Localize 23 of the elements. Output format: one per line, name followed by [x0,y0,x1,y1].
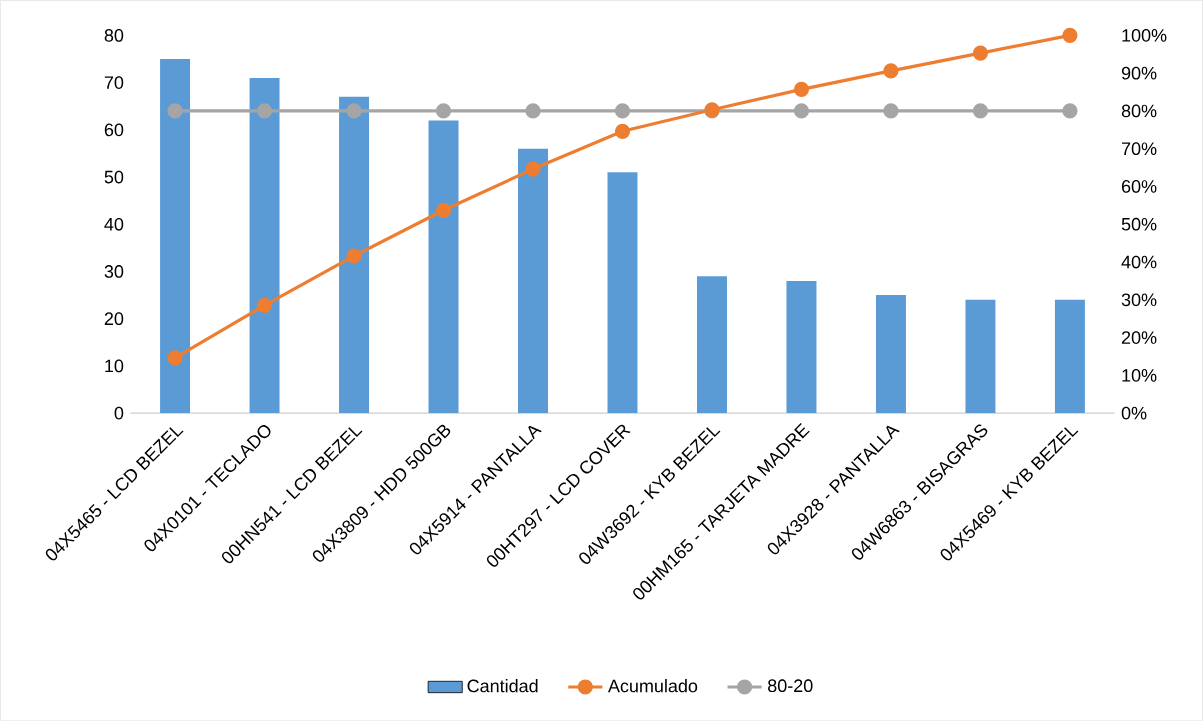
legend-label: Acumulado [607,678,698,693]
y-tick-label: 10 [105,359,124,373]
y-tick-label: 70 [104,76,124,89]
y2-tick-label: 50% [1121,217,1157,231]
y2-tick-label: 10% [1122,368,1157,382]
y2-tick-label: 30% [1121,293,1157,307]
y-tick-label: 20 [104,312,124,325]
legend-label: 80-20 [768,679,813,692]
y-tick-label: 80 [104,28,124,42]
y2-tick-label: 90% [1121,66,1157,80]
y2-tick-label: 70% [1121,142,1157,155]
y-tick-label: 0 [114,406,124,420]
y-tick-label: 60 [104,123,124,137]
y2-tick-label: 0% [1121,406,1147,420]
y2-tick-label: 100% [1122,28,1167,42]
y-tick-label: 50 [104,170,124,184]
y2-tick-label: 40% [1121,255,1157,269]
y2-tick-label: 60% [1121,179,1157,193]
y2-tick-label: 20% [1121,331,1157,344]
y-tick-label: 30 [104,264,124,278]
y2-tick-label: 80% [1121,104,1157,118]
legend-label: Cantidad [467,678,538,693]
y-tick-label: 40 [104,217,124,231]
